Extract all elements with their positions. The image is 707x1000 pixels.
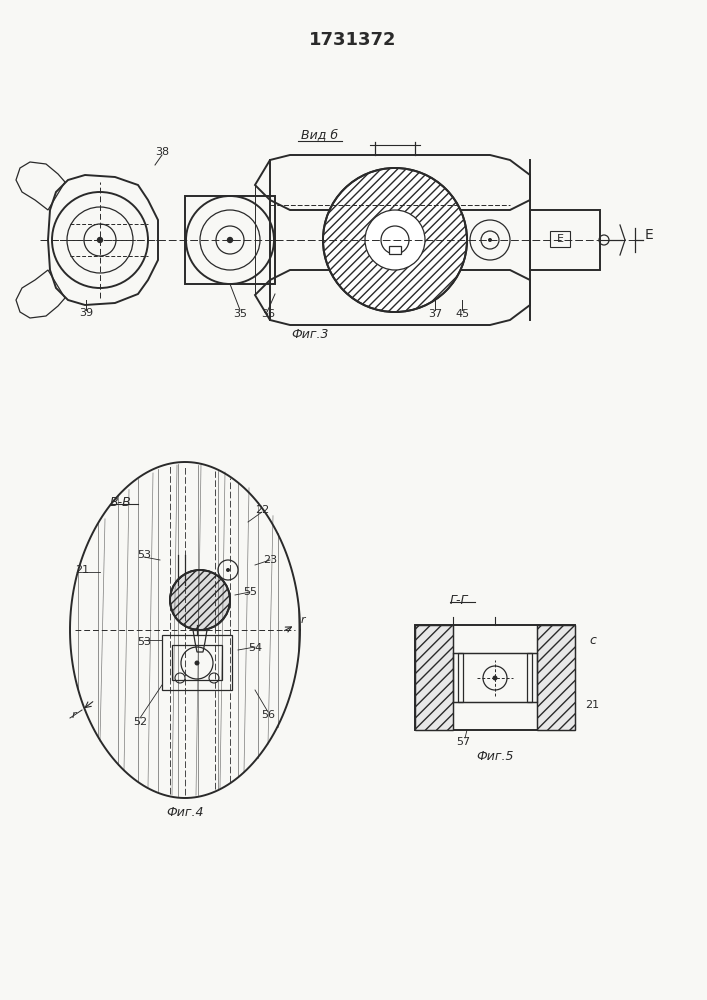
- Text: 35: 35: [233, 309, 247, 319]
- Text: 22: 22: [255, 505, 269, 515]
- Text: 1731372: 1731372: [309, 31, 397, 49]
- Circle shape: [493, 676, 498, 680]
- Bar: [185, 196, 275, 284]
- Text: 55: 55: [243, 587, 257, 597]
- Text: r: r: [71, 710, 76, 720]
- Text: Фиг.3: Фиг.3: [291, 328, 329, 342]
- Bar: [537, 625, 575, 730]
- Text: 37: 37: [428, 309, 442, 319]
- Bar: [389, 246, 401, 254]
- Circle shape: [98, 237, 103, 242]
- Circle shape: [170, 570, 230, 630]
- Bar: [172, 645, 222, 680]
- Bar: [415, 625, 575, 730]
- Text: Е: Е: [556, 234, 563, 244]
- Text: 57: 57: [456, 737, 470, 747]
- Text: 52: 52: [133, 717, 147, 727]
- Bar: [550, 231, 570, 247]
- Text: Е: Е: [645, 228, 654, 242]
- Text: 21: 21: [75, 565, 89, 575]
- Circle shape: [488, 238, 492, 242]
- Circle shape: [228, 237, 233, 242]
- Bar: [530, 210, 600, 270]
- Text: 56: 56: [261, 710, 275, 720]
- Text: Вид б: Вид б: [301, 128, 339, 141]
- Bar: [162, 635, 232, 690]
- Circle shape: [226, 568, 230, 572]
- Bar: [415, 625, 453, 730]
- Text: Фиг.5: Фиг.5: [477, 750, 514, 762]
- Bar: [415, 625, 453, 730]
- Text: 21: 21: [585, 700, 599, 710]
- Text: 38: 38: [155, 147, 169, 157]
- Text: 53: 53: [137, 637, 151, 647]
- Text: с: с: [589, 634, 596, 647]
- Text: 36: 36: [261, 309, 275, 319]
- Text: В-В: В-В: [110, 495, 132, 508]
- Text: Фиг.4: Фиг.4: [166, 806, 204, 818]
- Bar: [458, 653, 532, 702]
- Bar: [537, 625, 575, 730]
- Text: 45: 45: [455, 309, 469, 319]
- Circle shape: [323, 168, 467, 312]
- Text: r: r: [300, 615, 305, 625]
- Text: Г-Г: Г-Г: [450, 593, 469, 606]
- Text: 53: 53: [137, 550, 151, 560]
- Bar: [527, 653, 537, 702]
- Text: 39: 39: [79, 308, 93, 318]
- Text: 54: 54: [248, 643, 262, 653]
- Circle shape: [365, 210, 425, 270]
- Text: 23: 23: [263, 555, 277, 565]
- Circle shape: [194, 660, 199, 666]
- Bar: [453, 653, 463, 702]
